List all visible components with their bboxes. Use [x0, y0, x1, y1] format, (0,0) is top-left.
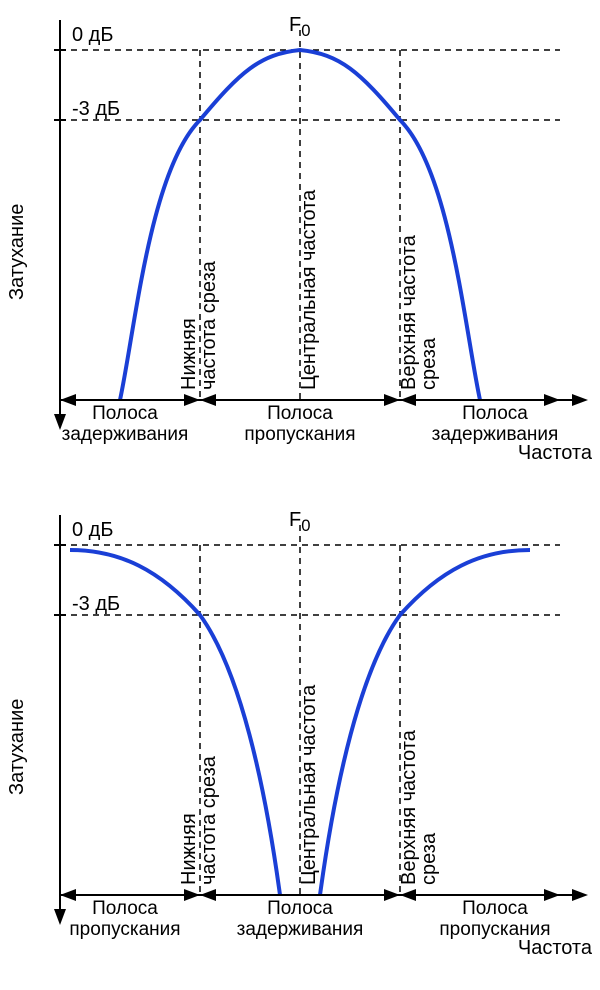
label-center-freq: Центральная частота	[298, 190, 321, 390]
label-upper-cutoff-2: среза	[418, 338, 441, 390]
label-center-freq: Центральная частота	[298, 685, 321, 885]
tick-label-m3db: -3 дБ	[72, 98, 120, 121]
region-label-left: Полосапропускания	[40, 899, 210, 941]
label-upper-cutoff-2: среза	[418, 833, 441, 885]
label-lower-cutoff-2: частота среза	[198, 756, 221, 885]
tick-label-0db: 0 дБ	[72, 24, 113, 47]
region-label-left: Полосазадерживания	[40, 404, 210, 446]
y-axis-label: Затухание	[6, 204, 29, 300]
f0-label: F0	[289, 509, 310, 536]
tick-label-0db: 0 дБ	[72, 519, 113, 542]
f0-label: F0	[289, 14, 310, 41]
y-axis-label: Затухание	[6, 699, 29, 795]
region-label-right: Полосазадерживания	[410, 404, 580, 446]
region-label-mid: Полосазадерживания	[210, 899, 390, 941]
label-lower-cutoff-2: частота среза	[198, 261, 221, 390]
region-label-mid: Полосапропускания	[210, 404, 390, 446]
region-label-right: Полосапропускания	[410, 899, 580, 941]
bandpass-panel: Затухание Частота 0 дБ -3 дБ F0 Нижняя ч…	[0, 0, 600, 495]
tick-label-m3db: -3 дБ	[72, 593, 120, 616]
bandstop-panel: Затухание Частота 0 дБ -3 дБ F0 Нижняя ч…	[0, 495, 600, 990]
